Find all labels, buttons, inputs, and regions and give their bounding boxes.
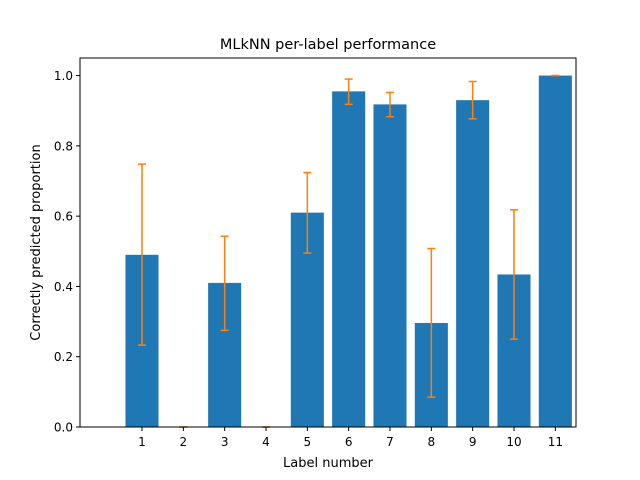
x-tick-label-9: 9 xyxy=(469,435,477,449)
x-tick-label-10: 10 xyxy=(506,435,521,449)
y-tick-label: 0.0 xyxy=(54,421,73,435)
bar-11 xyxy=(538,75,572,428)
y-tick-label: 0.4 xyxy=(54,280,73,294)
x-tick-label-8: 8 xyxy=(428,435,436,449)
errorbar-5 xyxy=(303,171,312,254)
bar-7 xyxy=(373,104,407,427)
y-axis-label: Correctly predicted proportion xyxy=(29,144,44,340)
x-tick-label-2: 2 xyxy=(180,435,188,449)
x-axis-label: Label number xyxy=(283,456,374,471)
y-tick-label: 1.0 xyxy=(54,69,73,83)
errorbar-7 xyxy=(386,91,394,118)
x-tick-label-5: 5 xyxy=(304,435,312,449)
x-tick-label-11: 11 xyxy=(548,435,563,449)
bar-6 xyxy=(332,91,366,427)
x-tick-label-4: 4 xyxy=(262,435,270,449)
y-tick-label: 0.2 xyxy=(54,350,73,364)
y-tick-label: 0.8 xyxy=(54,139,73,153)
bar-9 xyxy=(456,100,490,428)
errorbar-8 xyxy=(427,247,436,398)
chart-title: MLkNN per-label performance xyxy=(220,37,436,53)
errorbar-9 xyxy=(468,80,477,120)
x-tick-label-7: 7 xyxy=(386,435,394,449)
y-tick-label: 0.6 xyxy=(54,210,73,224)
plot-frame xyxy=(79,57,577,428)
y-axis-ticks: 0.0 0.2 0.4 0.6 0.8 1.0 xyxy=(54,69,80,435)
errorbar-6 xyxy=(344,78,353,106)
errorbar-10 xyxy=(510,209,518,340)
x-tick-label-1: 1 xyxy=(138,435,146,449)
errorbar-1 xyxy=(138,163,146,346)
errorbar-3 xyxy=(220,235,229,332)
x-tick-label-3: 3 xyxy=(221,435,229,449)
bars-group xyxy=(125,75,572,428)
x-axis-ticks: 1 2 3 4 5 6 7 8 9 10 11 xyxy=(138,427,563,449)
x-tick-label-6: 6 xyxy=(345,435,353,449)
